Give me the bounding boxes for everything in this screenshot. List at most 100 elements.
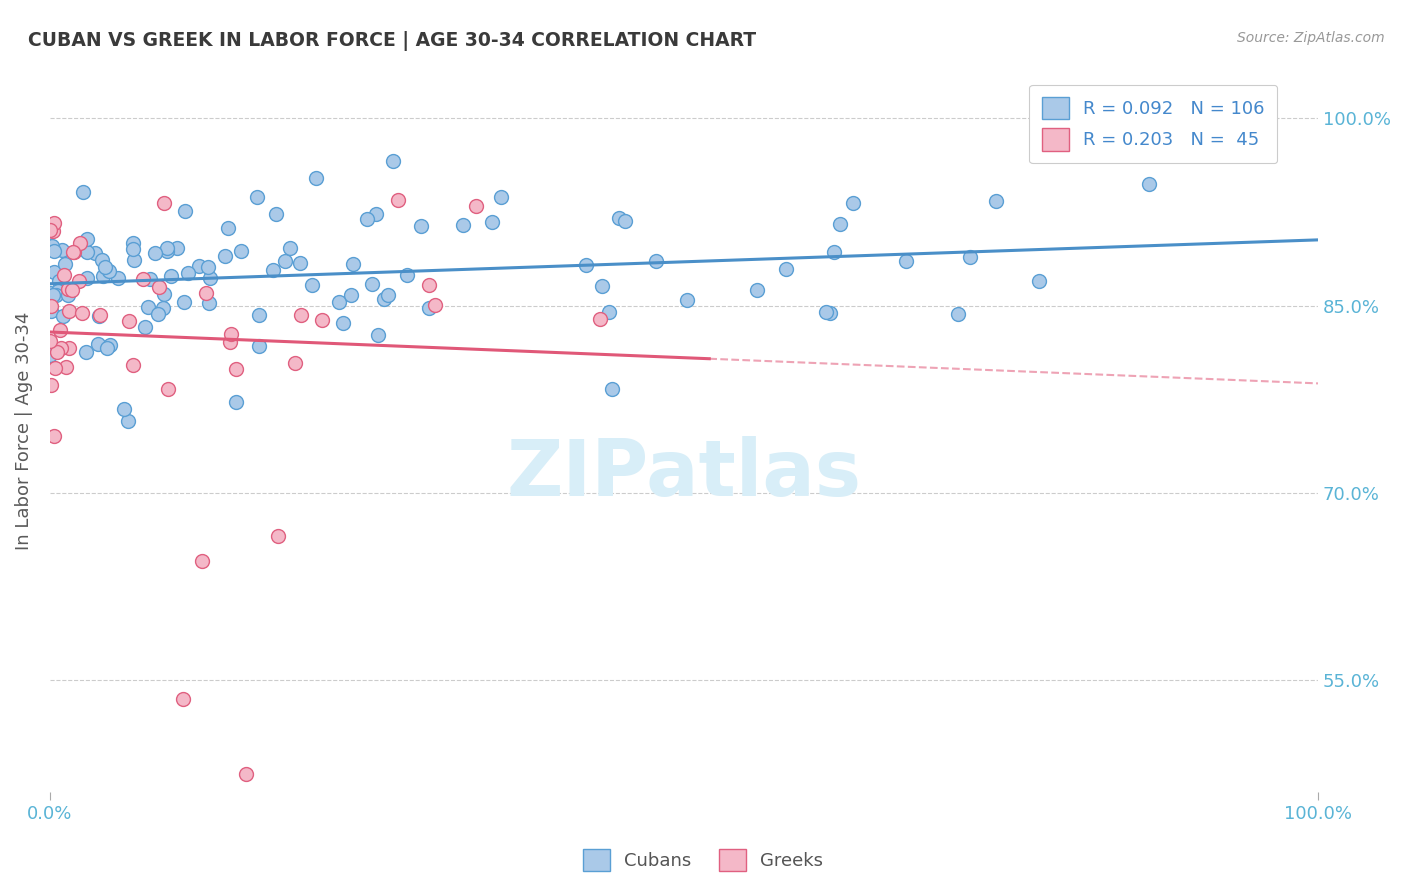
Point — [481, 215, 503, 229]
Point — [136, 300, 159, 314]
Point — [288, 256, 311, 270]
Point — [49, 341, 72, 355]
Point — [39, 220, 62, 235]
Point — [53, 256, 76, 270]
Point — [195, 286, 218, 301]
Point — [58, 304, 80, 318]
Point — [340, 287, 363, 301]
Point — [267, 529, 290, 543]
Point — [274, 254, 297, 268]
Legend: Cubans, Greeks: Cubans, Greeks — [575, 842, 831, 879]
Point — [122, 252, 145, 267]
Point — [177, 266, 200, 280]
Point — [41, 238, 63, 252]
Point — [675, 293, 697, 307]
Text: CUBAN VS GREEK IN LABOR FORCE | AGE 30-34 CORRELATION CHART: CUBAN VS GREEK IN LABOR FORCE | AGE 30-3… — [28, 31, 756, 51]
Point — [411, 219, 433, 234]
Point — [87, 337, 110, 351]
Point — [38, 334, 60, 348]
Point — [153, 286, 176, 301]
Point — [148, 280, 170, 294]
Point — [148, 306, 170, 320]
Point — [247, 339, 270, 353]
Point — [156, 241, 179, 255]
Point — [823, 245, 845, 260]
Point — [38, 348, 60, 362]
Point — [159, 268, 181, 283]
Point — [1028, 274, 1050, 288]
Point — [247, 308, 270, 322]
Point — [76, 270, 98, 285]
Point — [290, 308, 312, 322]
Point — [311, 313, 333, 327]
Point — [278, 241, 301, 255]
Point — [72, 186, 94, 200]
Point — [55, 359, 77, 374]
Point — [89, 308, 111, 322]
Point — [197, 260, 219, 275]
Point — [117, 414, 139, 428]
Point — [382, 154, 405, 169]
Point — [76, 232, 98, 246]
Point — [134, 320, 156, 334]
Point — [946, 307, 969, 321]
Point — [91, 252, 114, 267]
Point — [52, 268, 75, 282]
Point — [589, 311, 612, 326]
Point — [58, 341, 80, 355]
Point — [225, 362, 247, 376]
Point — [377, 288, 399, 302]
Point — [91, 268, 114, 283]
Point — [613, 214, 636, 228]
Point — [489, 190, 512, 204]
Point — [1137, 177, 1160, 191]
Point — [46, 285, 69, 299]
Point — [121, 235, 143, 250]
Point — [986, 194, 1008, 208]
Point — [217, 220, 239, 235]
Point — [231, 244, 253, 259]
Point — [600, 382, 623, 396]
Point — [132, 272, 155, 286]
Point — [45, 287, 67, 301]
Point — [607, 211, 630, 226]
Point — [46, 345, 69, 359]
Point — [39, 378, 62, 392]
Point — [60, 283, 83, 297]
Point — [266, 207, 288, 221]
Point — [198, 296, 221, 310]
Point — [894, 253, 917, 268]
Point — [575, 258, 598, 272]
Point — [188, 259, 211, 273]
Point — [591, 278, 613, 293]
Point — [112, 402, 135, 417]
Point — [305, 170, 328, 185]
Point — [76, 244, 98, 259]
Point — [39, 299, 62, 313]
Point — [191, 554, 214, 568]
Point — [284, 356, 307, 370]
Point — [830, 217, 852, 231]
Point — [818, 306, 841, 320]
Point — [42, 224, 65, 238]
Point — [122, 242, 145, 256]
Point — [51, 243, 73, 257]
Point — [598, 305, 620, 319]
Point — [423, 298, 446, 312]
Point — [56, 282, 79, 296]
Point — [69, 236, 91, 251]
Point — [39, 223, 62, 237]
Point — [361, 277, 384, 292]
Point — [38, 285, 60, 300]
Point — [118, 313, 141, 327]
Point — [44, 216, 66, 230]
Point — [63, 245, 86, 260]
Point — [451, 218, 474, 232]
Point — [332, 316, 354, 330]
Text: Source: ZipAtlas.com: Source: ZipAtlas.com — [1237, 31, 1385, 45]
Point — [87, 309, 110, 323]
Point — [356, 211, 378, 226]
Point — [644, 253, 666, 268]
Point — [41, 304, 63, 318]
Point — [235, 766, 257, 780]
